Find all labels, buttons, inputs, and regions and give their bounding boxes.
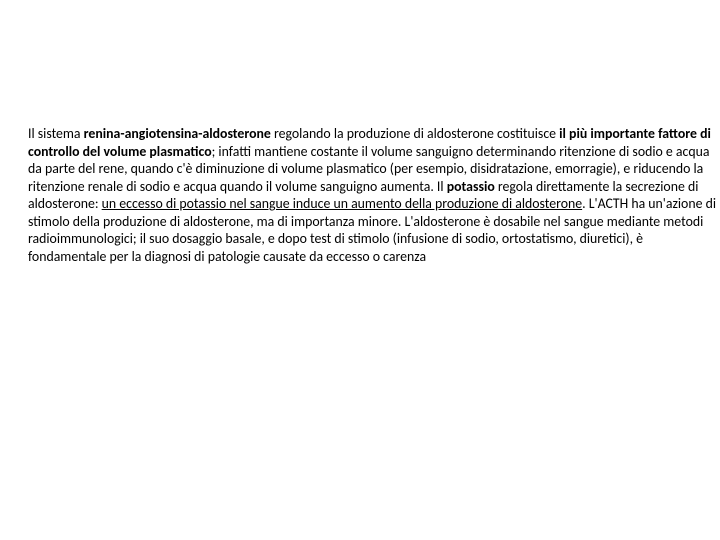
text-segment-bold: potassio bbox=[447, 178, 495, 195]
text-segment-underline: un eccesso di potassio nel sangue induce… bbox=[102, 195, 582, 212]
text-segment: Il sistema bbox=[28, 125, 84, 142]
slide: Il sistema renina-angiotensina-aldostero… bbox=[0, 0, 720, 540]
text-segment: regolando la produzione di aldosterone c… bbox=[271, 125, 559, 142]
body-paragraph: Il sistema renina-angiotensina-aldostero… bbox=[28, 125, 720, 265]
text-segment-bold: renina-angiotensina-aldosterone bbox=[84, 125, 271, 142]
